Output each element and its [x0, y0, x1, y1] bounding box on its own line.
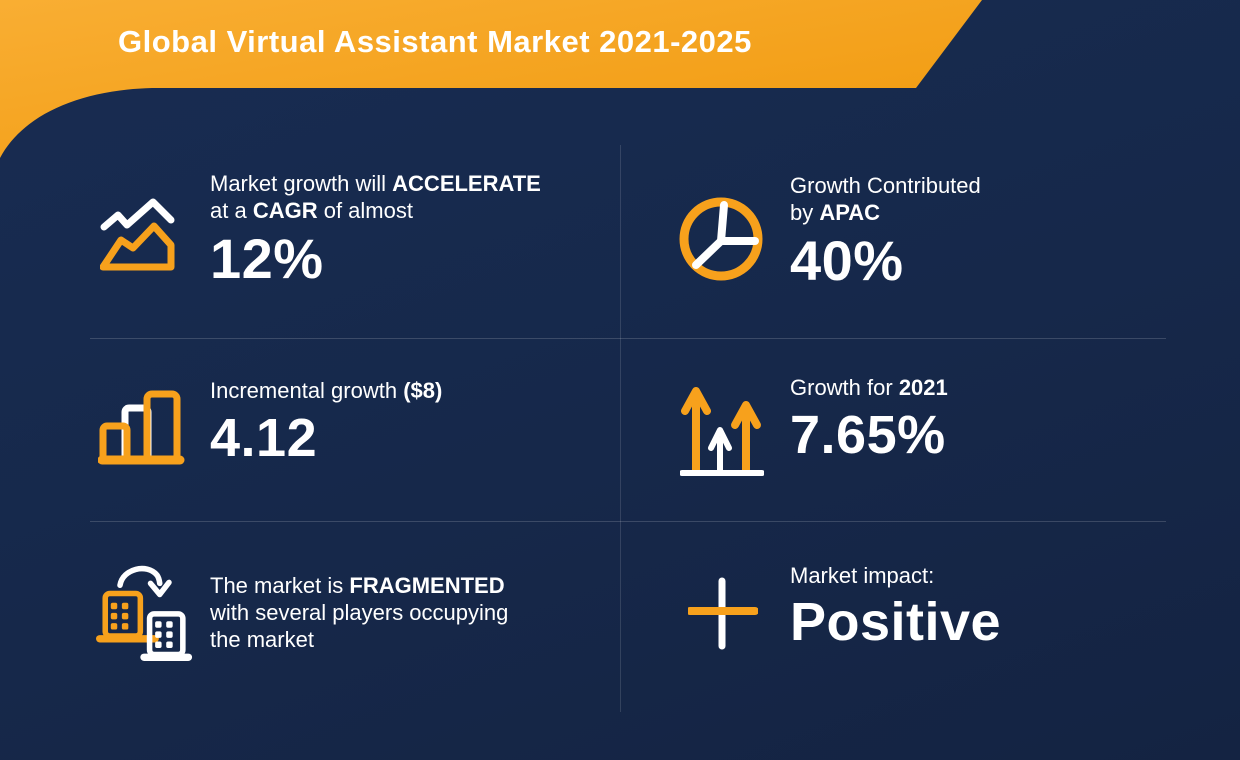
bar-chart-icon	[98, 390, 186, 468]
stat-value: 7.65%	[790, 405, 946, 465]
horizontal-divider-2	[90, 521, 1166, 522]
stat-line: Market growth will ACCELERATE	[210, 171, 541, 196]
stat-line: by APAC	[790, 200, 881, 225]
header-banner-shape	[0, 0, 982, 158]
stat-apac-text: Growth Contributed by APAC 40%	[790, 172, 981, 290]
page-title: Global Virtual Assistant Market 2021-202…	[118, 24, 752, 59]
pie-chart-icon	[677, 195, 765, 283]
stat-cagr-text: Market growth will ACCELERATE at a CAGR …	[210, 170, 541, 288]
horizontal-divider-1	[90, 338, 1166, 339]
stat-line: Growth Contributed	[790, 173, 981, 198]
plus-icon	[688, 577, 758, 651]
stat-value: 40%	[790, 229, 904, 292]
double-arrow-up-icon	[680, 386, 764, 476]
stat-line: Growth for 2021	[790, 375, 948, 400]
stat-line: with several players occupying	[210, 600, 509, 625]
stat-line: Market impact:	[790, 563, 935, 588]
stat-value: 4.12	[210, 408, 318, 468]
stat-line: The market is FRAGMENTED	[210, 573, 505, 598]
stat-fragmented-text: The market is FRAGMENTED with several pl…	[210, 572, 508, 653]
line-chart-icon	[100, 196, 190, 276]
vertical-divider	[620, 145, 621, 712]
stat-line: at a CAGR of almost	[210, 198, 413, 223]
stat-line: Incremental growth ($8)	[210, 378, 443, 403]
stat-growth-2021-text: Growth for 2021 7.65%	[790, 374, 948, 463]
stat-line: the market	[210, 627, 314, 652]
stat-value: 12%	[210, 227, 324, 290]
stat-incremental-text: Incremental growth ($8) 4.12	[210, 377, 442, 466]
stat-value: Positive	[790, 592, 1002, 652]
fragmented-market-icon	[96, 562, 193, 662]
stat-impact-text: Market impact: Positive	[790, 562, 1001, 650]
